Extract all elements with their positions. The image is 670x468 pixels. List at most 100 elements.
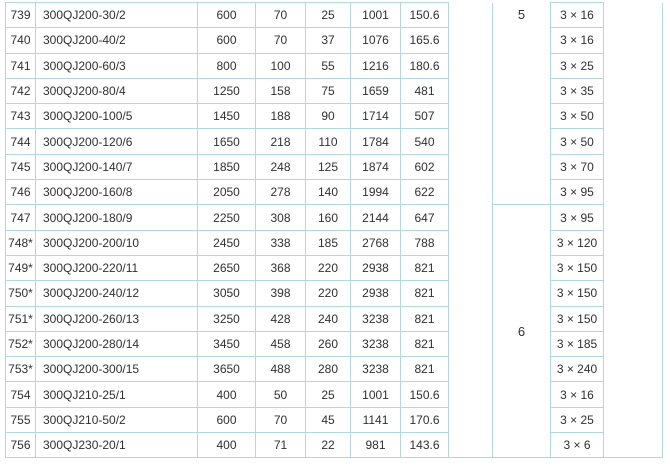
cable-cell: 3 × 16 [550, 381, 604, 408]
cable-cell: 3 × 50 [550, 128, 604, 155]
value-cell: 160 [305, 204, 351, 231]
row-number-cell: 753* [5, 356, 36, 383]
model-cell: 300QJ200-180/9 [35, 204, 198, 231]
value-cell: 220 [305, 280, 351, 307]
cable-cell: 3 × 95 [550, 204, 604, 231]
spacer-cell [603, 2, 663, 459]
value-cell: 600 [197, 1, 256, 29]
value-cell: 248 [255, 153, 306, 181]
value-cell: 75 [305, 77, 351, 105]
value-cell: 3450 [197, 330, 256, 358]
row-number-cell: 744 [5, 128, 36, 155]
value-cell: 70 [255, 406, 306, 434]
table-row: 750* 300QJ200-240/12 3050 398 220 2938 821 3 × … [5, 280, 663, 307]
value-cell: 2250 [197, 204, 256, 231]
value-cell: 398 [255, 280, 306, 307]
value-cell: 2450 [197, 229, 256, 256]
cable-cell: 3 × 16 [550, 1, 604, 29]
value-cell: 280 [305, 356, 351, 383]
table-row: 756 300QJ230-20/1 400 71 22 981 143.6 3 × 6 [5, 432, 663, 459]
value-cell: 143.6 [400, 432, 449, 459]
value-cell: 3238 [350, 305, 401, 332]
value-cell: 45 [305, 406, 351, 434]
cable-cell: 3 × 70 [550, 153, 604, 181]
cable-cell: 3 × 35 [550, 77, 604, 105]
value-cell: 1784 [350, 128, 401, 155]
power-group-cell: 6 [492, 204, 551, 459]
value-cell: 1250 [197, 77, 256, 105]
value-cell: 55 [305, 52, 351, 79]
table-row: 743 300QJ200-100/5 1450 188 90 1714 507 3 × 50 [5, 103, 663, 130]
value-cell: 3250 [197, 305, 256, 332]
value-cell: 488 [255, 356, 306, 383]
value-cell: 622 [400, 179, 449, 206]
model-cell: 300QJ200-140/7 [35, 153, 198, 181]
value-cell: 125 [305, 153, 351, 181]
value-cell: 788 [400, 229, 449, 256]
model-cell: 300QJ200-40/2 [35, 27, 198, 54]
model-cell: 300QJ200-280/14 [35, 330, 198, 358]
row-number-cell: 742 [5, 77, 36, 105]
value-cell: 1001 [350, 1, 401, 29]
row-number-cell: 743 [5, 103, 36, 130]
model-cell: 300QJ200-220/11 [35, 254, 198, 282]
value-cell: 70 [255, 1, 306, 29]
cable-cell: 3 × 25 [550, 406, 604, 434]
model-cell: 300QJ200-120/6 [35, 128, 198, 155]
row-number-cell: 746 [5, 179, 36, 206]
value-cell: 1714 [350, 103, 401, 130]
value-cell: 400 [197, 432, 256, 459]
value-cell: 180.6 [400, 52, 449, 79]
value-cell: 70 [255, 27, 306, 54]
row-number-cell: 740 [5, 27, 36, 54]
value-cell: 2768 [350, 229, 401, 256]
table-row: 746 300QJ200-160/8 2050 278 140 1994 622 3 × 95 [5, 179, 663, 206]
value-cell: 821 [400, 356, 449, 383]
table-row: 747 300QJ200-180/9 2250 308 160 2144 647 6 3 × 9… [5, 204, 663, 459]
value-cell: 1450 [197, 103, 256, 130]
value-cell: 458 [255, 330, 306, 358]
cable-cell: 3 × 50 [550, 103, 604, 130]
model-cell: 300QJ210-50/2 [35, 406, 198, 434]
table-row: 755 300QJ210-50/2 600 70 45 1141 170.6 3 × 25 [5, 406, 663, 434]
value-cell: 1141 [350, 406, 401, 434]
value-cell: 150.6 [400, 381, 449, 408]
value-cell: 481 [400, 77, 449, 105]
value-cell: 400 [197, 381, 256, 408]
value-cell: 158 [255, 77, 306, 105]
row-number-cell: 750* [5, 280, 36, 307]
cable-cell: 3 × 120 [550, 229, 604, 256]
value-cell: 821 [400, 305, 449, 332]
cable-cell: 3 × 240 [550, 356, 604, 383]
value-cell: 600 [197, 406, 256, 434]
row-number-cell: 745 [5, 153, 36, 181]
model-cell: 300QJ210-25/1 [35, 381, 198, 408]
table-row: 740 300QJ200-40/2 600 70 37 1076 165.6 3 × 16 [5, 27, 663, 54]
model-cell: 300QJ200-160/8 [35, 179, 198, 206]
row-number-cell: 751* [5, 305, 36, 332]
row-number-cell: 741 [5, 52, 36, 79]
value-cell: 3238 [350, 356, 401, 383]
cable-cell: 3 × 6 [550, 432, 604, 459]
value-cell: 540 [400, 128, 449, 155]
row-number-cell: 747 [5, 204, 36, 231]
table-row: 744 300QJ200-120/6 1650 218 110 1784 540 3 × 50 [5, 128, 663, 155]
row-number-cell: 752* [5, 330, 36, 358]
value-cell: 1216 [350, 52, 401, 79]
value-cell: 260 [305, 330, 351, 358]
row-number-cell: 749* [5, 254, 36, 282]
model-cell: 300QJ230-20/1 [35, 432, 198, 459]
value-cell: 50 [255, 381, 306, 408]
value-cell: 1874 [350, 153, 401, 181]
cable-cell: 3 × 150 [550, 280, 604, 307]
value-cell: 600 [197, 27, 256, 54]
row-number-cell: 748* [5, 229, 36, 256]
row-number-cell: 739 [5, 1, 36, 29]
value-cell: 3650 [197, 356, 256, 383]
cable-cell: 3 × 95 [550, 179, 604, 206]
cable-cell: 3 × 25 [550, 52, 604, 79]
value-cell: 278 [255, 179, 306, 206]
table-row: 753* 300QJ200-300/15 3650 488 280 3238 821 3 × … [5, 356, 663, 383]
value-cell: 1076 [350, 27, 401, 54]
value-cell: 981 [350, 432, 401, 459]
